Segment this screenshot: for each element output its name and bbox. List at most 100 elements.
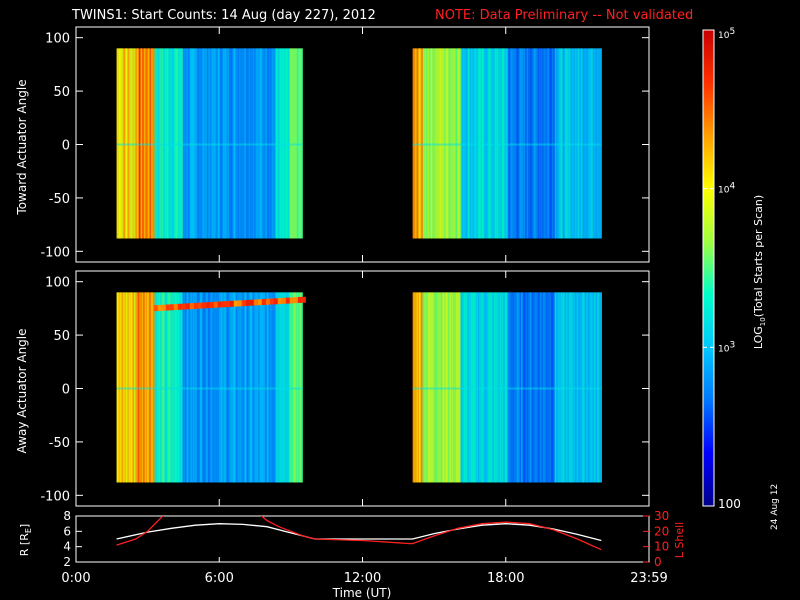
heat-column xyxy=(277,292,279,483)
heat-column xyxy=(480,292,482,483)
heat-column xyxy=(177,292,179,483)
heat-column xyxy=(284,48,286,239)
heat-column xyxy=(292,292,294,483)
heat-column xyxy=(452,292,454,483)
heat-column xyxy=(249,292,251,483)
heat-column xyxy=(467,48,469,239)
heat-column xyxy=(119,48,121,239)
heat-column xyxy=(443,292,445,483)
heat-column xyxy=(202,292,204,483)
heat-column xyxy=(237,292,239,483)
heat-band-cell xyxy=(233,300,238,307)
heat-column xyxy=(180,48,182,239)
heat-column xyxy=(492,292,494,483)
heat-column xyxy=(582,48,584,239)
heat-column xyxy=(217,48,219,239)
heat-column xyxy=(169,48,171,239)
heat-column xyxy=(431,292,433,483)
heat-column xyxy=(208,292,210,483)
heat-column xyxy=(598,48,600,239)
heat-column xyxy=(487,292,489,483)
heat-column xyxy=(144,48,146,239)
heat-column xyxy=(479,292,481,483)
heat-column xyxy=(290,292,292,483)
heat-column xyxy=(174,292,176,483)
heat-column xyxy=(299,292,301,483)
heat-column xyxy=(596,48,598,239)
heat-column xyxy=(559,292,561,483)
heat-column xyxy=(174,48,176,239)
heat-column xyxy=(582,292,584,483)
heat-column xyxy=(238,292,240,483)
heat-column xyxy=(465,48,467,239)
heat-column xyxy=(436,48,438,239)
heat-column xyxy=(250,292,252,483)
heat-column xyxy=(522,292,524,483)
heat-band-cell xyxy=(249,299,254,306)
orbit-right-tick-label: 0 xyxy=(654,555,662,569)
heat-column xyxy=(534,292,536,483)
heat-column xyxy=(150,292,152,483)
heat-column xyxy=(245,292,247,483)
heat-band-cell xyxy=(181,303,186,310)
colorbar-label-log: LOG xyxy=(752,326,765,349)
heat-column xyxy=(263,292,265,483)
heat-column xyxy=(232,292,234,483)
heat-column xyxy=(287,292,289,483)
heat-column xyxy=(536,48,538,239)
heat-column xyxy=(542,292,544,483)
time-tick-label: 18:00 xyxy=(487,571,524,586)
colorbar-tick-exp: 3 xyxy=(729,340,735,350)
heat-column xyxy=(482,48,484,239)
heat-column xyxy=(495,48,497,239)
heat-column xyxy=(187,48,189,239)
scan-block xyxy=(412,292,602,483)
heat-column xyxy=(217,292,219,483)
orbit-left-ylabel-end: ] xyxy=(18,524,31,528)
heat-column xyxy=(136,48,138,239)
heat-column xyxy=(251,48,253,239)
heat-column xyxy=(518,48,520,239)
heat-column xyxy=(450,292,452,483)
heat-column xyxy=(235,292,237,483)
heat-column xyxy=(428,48,430,239)
heat-column xyxy=(571,292,573,483)
heat-band-cell xyxy=(273,298,278,305)
ytick-label: 100 xyxy=(45,276,70,291)
heat-column xyxy=(489,292,491,483)
heat-column xyxy=(254,48,256,239)
heat-column xyxy=(160,292,162,483)
heat-column xyxy=(537,292,539,483)
heat-column xyxy=(556,48,558,239)
heat-column xyxy=(524,48,526,239)
heat-column xyxy=(556,292,558,483)
heat-column xyxy=(585,48,587,239)
heat-column xyxy=(296,48,298,239)
heat-column xyxy=(591,48,593,239)
orbit-left-ylabel-text: R [R xyxy=(18,533,31,556)
heat-column xyxy=(546,292,548,483)
heat-column xyxy=(423,48,425,239)
heat-column xyxy=(489,48,491,239)
heat-column xyxy=(248,48,250,239)
heat-column xyxy=(162,292,164,483)
heat-column xyxy=(541,48,543,239)
heat-column xyxy=(557,292,559,483)
heat-column xyxy=(593,292,595,483)
heat-column xyxy=(235,48,237,239)
heat-column xyxy=(232,48,234,239)
heat-column xyxy=(244,48,246,239)
time-tick-label: 23:59 xyxy=(630,571,667,586)
colorbar-tick-base: 10 xyxy=(718,186,730,196)
heat-column xyxy=(209,48,211,239)
heat-column xyxy=(228,292,230,483)
heat-band-cell xyxy=(241,300,246,307)
heat-column xyxy=(532,292,534,483)
heat-column xyxy=(285,48,287,239)
heat-column xyxy=(125,292,127,483)
heat-column xyxy=(415,48,417,239)
heat-column xyxy=(246,292,248,483)
heat-column xyxy=(584,48,586,239)
heat-column xyxy=(511,292,513,483)
heat-column xyxy=(290,48,292,239)
